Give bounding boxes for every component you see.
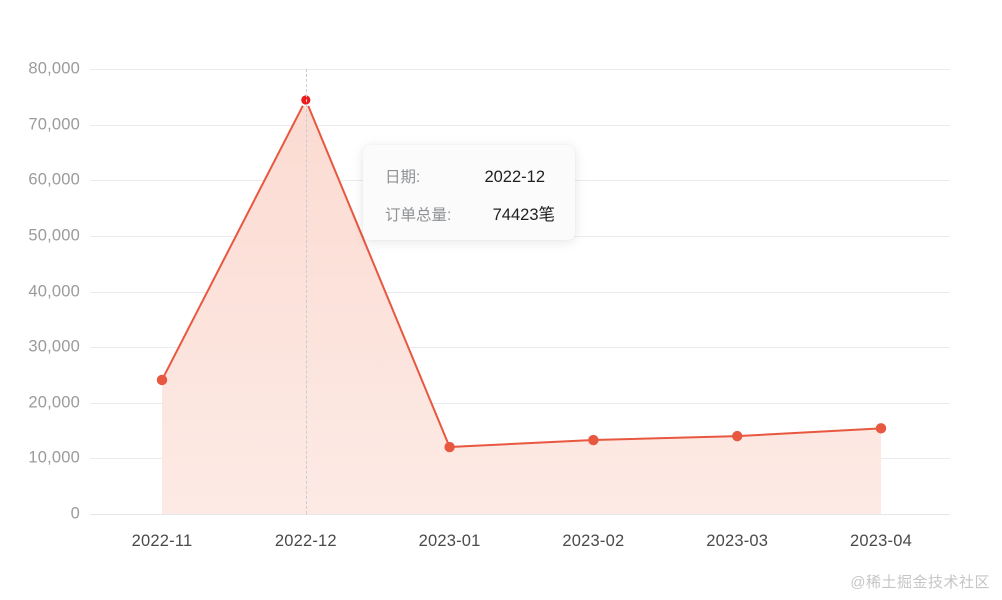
gridline [90, 347, 950, 349]
x-axis-tick-label: 2022-11 [131, 532, 193, 550]
tooltip-row-total: 订单总量: 74423笔 [385, 201, 555, 225]
y-axis-tick-label: 0 [70, 504, 80, 523]
x-axis-tick-label: 2023-04 [850, 532, 912, 550]
gridline [90, 69, 950, 70]
x-axis-tick-label: 2023-02 [562, 532, 625, 550]
watermark: @稀土掘金技术社区 [850, 574, 990, 591]
tooltip-row-date: 日期: 2022-12 [385, 165, 555, 187]
x-axis-tick-label: 2022-12 [274, 532, 337, 550]
x-axis-tick-label: 2023-01 [418, 532, 481, 550]
plot-area [90, 69, 950, 515]
gridline [90, 291, 950, 293]
gridline [90, 514, 950, 515]
tooltip-date-label: 日期: [385, 169, 421, 186]
gridline [90, 402, 950, 404]
x-axis-tick-label: 2023-03 [706, 532, 769, 550]
y-axis-tick-label: 70,000 [28, 115, 80, 134]
y-axis-tick-label: 40,000 [28, 282, 80, 300]
crosshair-line [305, 69, 307, 514]
tooltip: 日期: 2022-12 订单总量: 74423笔 [363, 145, 575, 240]
y-axis-tick-label: 80,000 [28, 59, 80, 78]
gridline [90, 458, 950, 460]
y-axis-tick-label: 30,000 [28, 337, 80, 356]
y-axis-tick-label: 60,000 [28, 170, 80, 189]
y-axis-tick-label: 50,000 [28, 226, 80, 245]
gridline [90, 124, 950, 126]
tooltip-total-label: 订单总量: [385, 207, 452, 224]
tooltip-total-value: 74423笔 [492, 206, 555, 224]
y-axis-tick-label: 10,000 [28, 448, 80, 467]
y-axis-tick-label: 20,000 [28, 393, 80, 412]
tooltip-date-value: 2022-12 [484, 168, 545, 186]
